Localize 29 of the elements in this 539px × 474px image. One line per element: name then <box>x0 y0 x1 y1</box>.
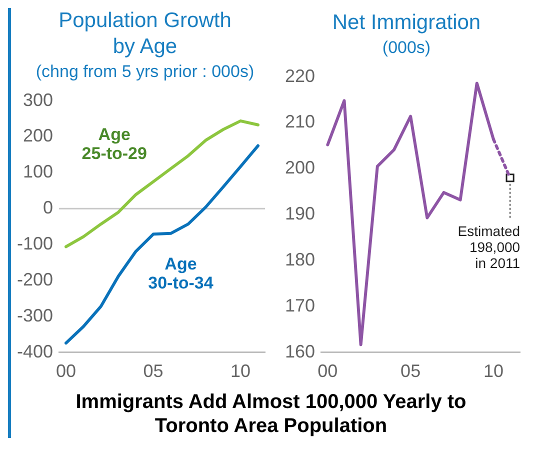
series-label: Age 25-to-29 <box>82 125 147 164</box>
text: Immigrants Add Almost 100,000 Yearly to Toronto Area Population <box>74 390 468 438</box>
y-tick-label: 100 <box>22 162 54 182</box>
y-tick-label: -400 <box>16 341 54 362</box>
y-tick-label: 220 <box>284 66 316 86</box>
y-tick-label: 0 <box>43 198 54 218</box>
chart-title: Population Growth by Age <box>58 8 232 60</box>
y-tick-label: 190 <box>284 204 316 224</box>
series-label: Age 30-to-34 <box>148 254 214 292</box>
x-tick-label: 05 <box>143 361 164 382</box>
chart-subtitle: (chng from 5 yrs prior : 000s) <box>36 61 254 83</box>
x-tick-label: 05 <box>400 361 421 382</box>
x-tick-label: 10 <box>230 361 251 382</box>
annotation: Estimated 198,000 in 2011 <box>458 222 520 271</box>
y-tick-label: 300 <box>22 90 54 110</box>
y-tick-label: 200 <box>284 158 316 178</box>
y-tick-label: 210 <box>284 112 316 132</box>
y-tick-label: 200 <box>22 126 54 146</box>
y-tick-label: -200 <box>16 269 54 290</box>
x-tick-label: 10 <box>483 361 504 382</box>
y-tick-label: -300 <box>16 305 54 326</box>
x-tick-label: 00 <box>56 361 76 382</box>
y-tick-label: 160 <box>284 341 316 362</box>
y-tick-label: 180 <box>284 250 316 270</box>
chart-subtitle: (000s) <box>382 37 431 59</box>
x-tick-label: 00 <box>318 361 338 382</box>
y-tick-label: 170 <box>284 295 316 316</box>
chart-title: Net Immigration <box>332 10 481 36</box>
y-tick-label: -100 <box>16 234 54 254</box>
